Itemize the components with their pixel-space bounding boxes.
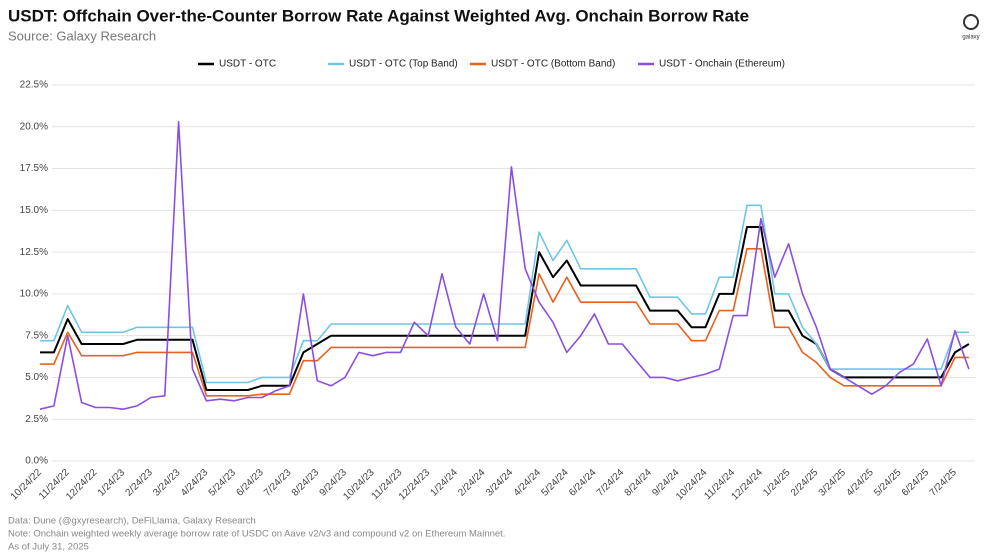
- y-tick-label: 7.5%: [25, 330, 48, 341]
- x-tick-label: 7/24/24: [595, 467, 627, 499]
- y-tick-label: 17.5%: [20, 163, 48, 174]
- x-tick-label: 5/24/24: [539, 467, 571, 499]
- x-tick-label: 8/24/23: [290, 467, 322, 499]
- x-tick-label: 6/24/25: [900, 467, 932, 499]
- legend-label: USDT - Onchain (Ethereum): [659, 59, 785, 70]
- x-tick-label: 7/24/23: [262, 467, 294, 499]
- x-tick-label: 1/24/24: [429, 467, 461, 499]
- x-tick-label: 3/24/25: [817, 467, 849, 499]
- legend-label: USDT - OTC (Top Band): [349, 59, 458, 70]
- x-tick-label: 4/24/23: [179, 467, 211, 499]
- series-line: [40, 204, 969, 384]
- y-tick-label: 5.0%: [25, 372, 48, 383]
- note: As of July 31, 2025: [8, 542, 89, 553]
- y-tick-label: 2.5%: [25, 414, 48, 425]
- legend-label: USDT - OTC: [219, 59, 276, 70]
- x-tick-label: 12/24/22: [64, 467, 100, 503]
- x-tick-label: 5/24/25: [872, 467, 904, 499]
- series-line: [40, 248, 969, 397]
- y-tick-label: 10.0%: [20, 289, 48, 300]
- series-line: [40, 226, 970, 391]
- x-tick-label: 7/24/25: [928, 467, 960, 499]
- note: Note: Onchain weighted weekly average bo…: [8, 529, 505, 540]
- x-tick-label: 3/24/24: [484, 467, 516, 499]
- chart-title: USDT: Offchain Over-the-Counter Borrow R…: [8, 6, 749, 25]
- x-tick-label: 1/24/25: [761, 467, 793, 499]
- y-tick-label: 20.0%: [20, 121, 48, 132]
- x-tick-label: 1/24/23: [96, 467, 128, 499]
- x-tick-label: 12/24/24: [730, 467, 766, 503]
- x-tick-label: 2/24/25: [789, 467, 821, 499]
- x-tick-label: 5/24/23: [207, 467, 239, 499]
- y-tick-label: 0.0%: [25, 456, 48, 467]
- x-tick-label: 8/24/24: [623, 467, 655, 499]
- x-tick-label: 2/24/23: [124, 467, 156, 499]
- series-line: [39, 121, 970, 410]
- logo: galaxy: [962, 14, 980, 41]
- y-tick-label: 12.5%: [20, 247, 48, 258]
- y-tick-label: 15.0%: [20, 205, 48, 216]
- x-tick-label: 3/24/23: [151, 467, 183, 499]
- legend-label: USDT - OTC (Bottom Band): [491, 59, 615, 70]
- x-tick-label: 4/24/25: [844, 467, 876, 499]
- x-tick-label: 6/24/24: [567, 467, 599, 499]
- logo-text: galaxy: [962, 35, 979, 41]
- y-tick-label: 22.5%: [20, 80, 48, 91]
- x-tick-label: 6/24/23: [234, 467, 266, 499]
- x-tick-label: 12/24/23: [397, 467, 433, 503]
- note: Data: Dune (@gxyresearch), DeFiLlama, Ga…: [8, 516, 256, 527]
- x-tick-label: 2/24/24: [456, 467, 488, 499]
- x-tick-label: 4/24/24: [512, 467, 544, 499]
- chart-subtitle: Source: Galaxy Research: [8, 28, 156, 43]
